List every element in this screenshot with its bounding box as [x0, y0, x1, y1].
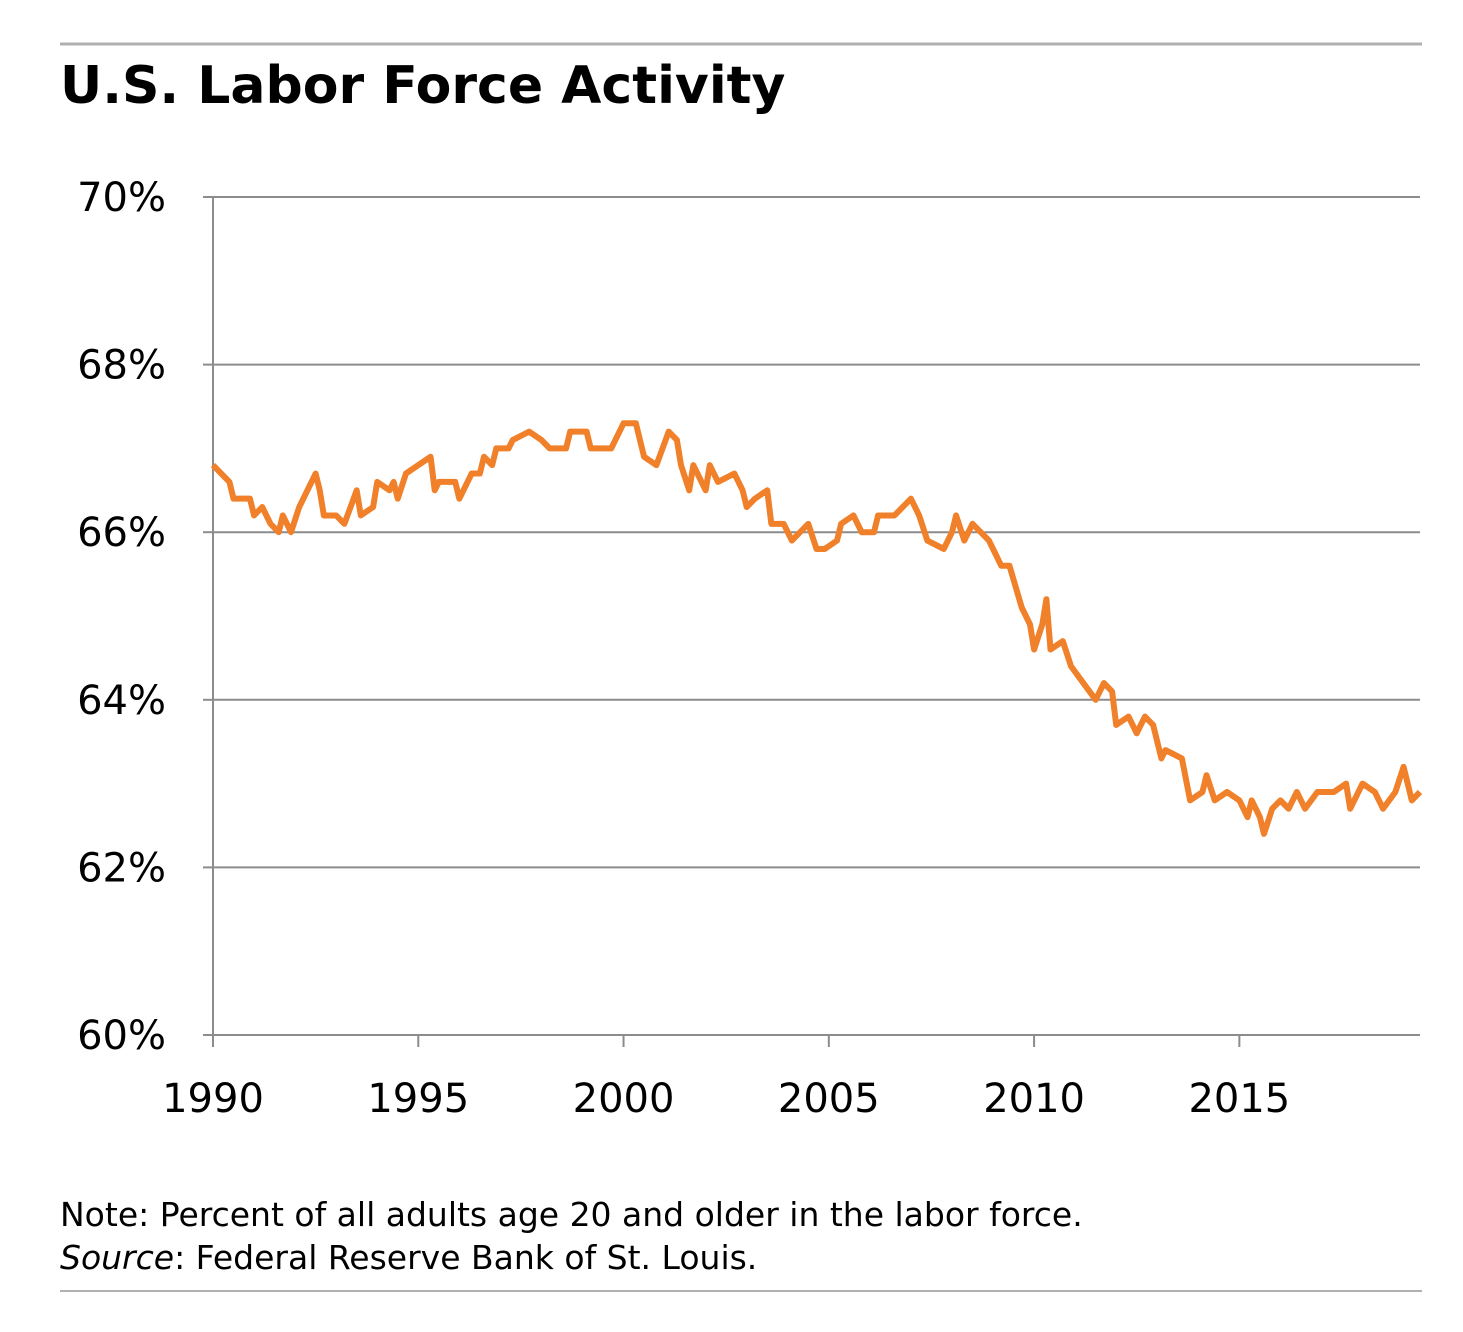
data-line [210, 420, 1423, 837]
x-tick-label: 2005 [778, 1076, 880, 1122]
y-tick-label: 70% [77, 175, 166, 221]
x-tick-label: 2010 [983, 1076, 1085, 1122]
chart-title: U.S. Labor Force Activity [60, 56, 785, 116]
source: Source: Federal Reserve Bank of St. Loui… [60, 1238, 757, 1277]
y-tick-label: 60% [77, 1013, 166, 1059]
x-tick-label: 1995 [367, 1076, 469, 1122]
y-tick-label: 68% [77, 343, 166, 389]
source-text: : Federal Reserve Bank of St. Louis. [174, 1238, 757, 1277]
x-tick-label: 1990 [162, 1076, 264, 1122]
source-label: Source [60, 1238, 174, 1277]
x-tick-label: 2000 [573, 1076, 675, 1122]
y-tick-label: 62% [77, 845, 166, 891]
x-tick-label: 2015 [1188, 1076, 1290, 1122]
y-tick-label: 64% [77, 678, 166, 724]
note: Note: Percent of all adults age 20 and o… [60, 1195, 1083, 1234]
y-tick-label: 66% [77, 510, 166, 556]
